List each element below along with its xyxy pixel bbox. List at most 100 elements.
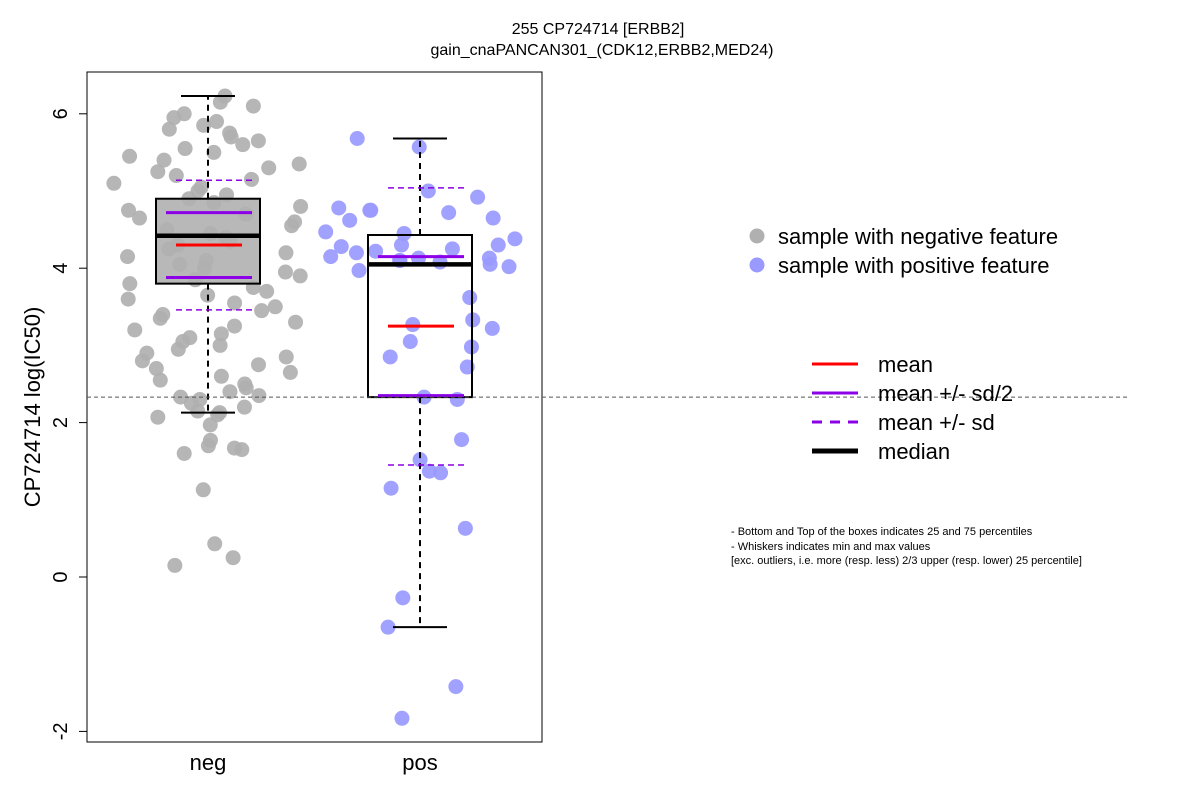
- data-point: [462, 290, 478, 306]
- data-point: [139, 345, 155, 361]
- data-point: [342, 212, 358, 228]
- data-point: [202, 432, 218, 448]
- data-point: [441, 205, 457, 221]
- data-point: [155, 307, 171, 323]
- data-point: [251, 357, 267, 373]
- data-point: [380, 619, 396, 635]
- data-point: [251, 388, 267, 404]
- data-point: [156, 152, 172, 168]
- data-point: [267, 299, 283, 315]
- y-tick-label: 6: [50, 108, 72, 119]
- data-point: [501, 259, 517, 275]
- data-point: [402, 334, 418, 350]
- data-point: [250, 133, 266, 149]
- chart-subtitle: gain_cnaPANCAN301_(CDK12,ERBB2,MED24): [431, 42, 774, 59]
- data-point: [161, 121, 177, 137]
- data-point: [182, 330, 198, 346]
- data-point: [405, 317, 421, 333]
- data-point: [277, 264, 293, 280]
- data-point: [122, 276, 138, 292]
- data-point: [420, 183, 436, 199]
- data-point: [261, 160, 277, 176]
- data-point: [222, 384, 238, 400]
- data-point: [433, 465, 449, 481]
- data-point: [150, 409, 166, 425]
- data-point: [121, 202, 137, 218]
- data-point: [259, 283, 275, 299]
- data-point: [507, 231, 523, 247]
- data-point: [212, 337, 228, 353]
- data-point: [362, 202, 378, 218]
- data-point: [394, 710, 410, 726]
- footnote-line: - Whiskers indicates min and max values: [731, 540, 931, 553]
- data-point: [412, 452, 428, 468]
- data-point: [457, 520, 473, 536]
- x-tick-label: neg: [190, 750, 227, 775]
- legend-marker-pos: [749, 257, 765, 273]
- plot-area: -2 0 2 4 6 neg pos: [50, 71, 1127, 775]
- data-point: [167, 557, 183, 573]
- data-point: [421, 463, 437, 479]
- data-point: [394, 237, 410, 253]
- data-point: [206, 144, 222, 160]
- x-tick-label: pos: [402, 750, 437, 775]
- data-point: [470, 189, 486, 205]
- footnote-line: [exc. outliers, i.e. more (resp. less) 2…: [731, 555, 1082, 567]
- data-point: [383, 480, 399, 496]
- data-point: [122, 148, 138, 164]
- data-point: [120, 291, 136, 307]
- legend-label-stat: mean +/- sd/2: [878, 381, 1013, 406]
- data-point: [132, 210, 148, 226]
- data-point: [349, 131, 365, 147]
- data-point: [278, 349, 294, 365]
- data-point: [236, 399, 252, 415]
- data-point: [395, 590, 411, 606]
- data-point: [318, 224, 334, 240]
- legend-label-pos: sample with positive feature: [778, 253, 1049, 278]
- data-point: [333, 239, 349, 255]
- data-point: [237, 376, 253, 392]
- data-point: [176, 106, 192, 122]
- data-point: [235, 137, 251, 153]
- data-point: [490, 237, 506, 253]
- data-point: [485, 210, 501, 226]
- data-point: [254, 303, 270, 319]
- y-tick-label: 4: [50, 263, 72, 274]
- data-point: [323, 249, 339, 265]
- data-point: [411, 250, 427, 266]
- data-point: [448, 679, 464, 695]
- data-point: [213, 368, 229, 384]
- data-point: [213, 326, 229, 342]
- data-point: [293, 198, 309, 214]
- data-point: [444, 241, 460, 257]
- data-point: [278, 245, 294, 261]
- data-point: [288, 314, 304, 330]
- data-point: [227, 318, 243, 334]
- data-point: [207, 536, 223, 552]
- data-point: [225, 550, 241, 566]
- data-point: [368, 243, 384, 259]
- legend: sample with negative feature sample with …: [749, 224, 1058, 464]
- data-point: [351, 263, 367, 279]
- data-point: [148, 361, 164, 377]
- legend-label-neg: sample with negative feature: [778, 224, 1058, 249]
- legend-label-stat: median: [878, 439, 950, 464]
- data-point: [244, 171, 260, 187]
- data-point: [222, 125, 238, 141]
- y-tick-label: -2: [50, 723, 72, 741]
- data-point: [282, 364, 298, 380]
- data-point: [484, 320, 500, 336]
- plot-frame: [86, 71, 543, 743]
- data-point: [120, 249, 136, 265]
- data-point: [177, 141, 193, 157]
- data-point: [227, 295, 243, 311]
- data-point: [168, 168, 184, 184]
- neg-points: [106, 88, 309, 573]
- y-tick-label: 0: [50, 571, 72, 582]
- data-point: [396, 225, 412, 241]
- data-point: [292, 268, 308, 284]
- data-point: [195, 482, 211, 498]
- data-point: [382, 349, 398, 365]
- y-tick-label: 2: [50, 417, 72, 428]
